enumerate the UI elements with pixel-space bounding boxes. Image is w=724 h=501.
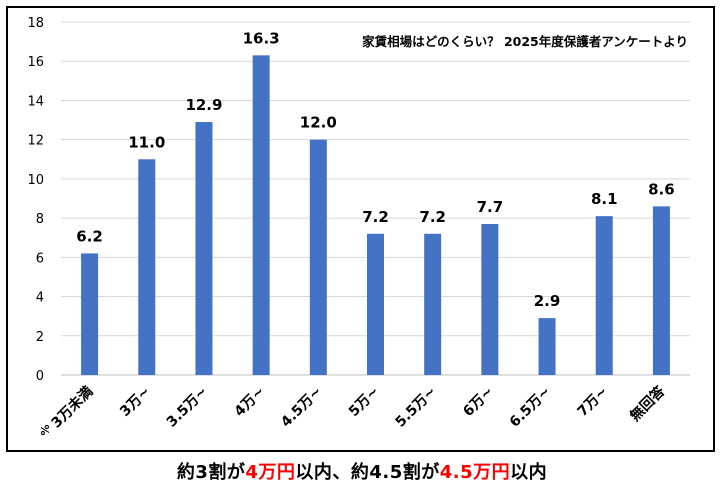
bar (252, 55, 270, 375)
summary-caption: 約3割が4万円以内、約4.5割が4.5万円以内 (0, 458, 724, 484)
x-tick-label: 3万未満 (48, 383, 97, 432)
x-tick-label: 無回答 (627, 382, 669, 424)
data-label: 12.0 (300, 114, 337, 132)
x-tick-label: 5.5万~ (392, 384, 439, 431)
caption-text-2: 以内、約4.5割が (295, 462, 440, 483)
x-tick-label: 4万~ (232, 384, 268, 420)
caption-text-3: 以内 (510, 462, 548, 483)
y-tick-label: 14 (27, 94, 44, 109)
data-label: 2.9 (534, 292, 561, 310)
bar (138, 159, 156, 375)
data-label: 7.2 (362, 208, 389, 226)
data-label: 8.1 (591, 190, 618, 208)
data-label: 8.6 (648, 180, 675, 198)
y-axis-ticks: 0 2 4 6 8 10 12 14 16 18 (27, 16, 44, 384)
data-labels: 6.2 11.0 12.9 16.3 12.0 7.2 7.2 7.7 2.9 8.1 8.6 (76, 29, 674, 310)
y-tick-label: 12 (27, 134, 44, 149)
caption-highlight-1: 4万円 (245, 462, 296, 483)
bar (481, 223, 499, 375)
y-tick-label: 4 (36, 291, 44, 306)
bar (81, 253, 99, 375)
bar (309, 139, 327, 375)
x-axis-ticks: 3万未満 3万~ 3.5万~ 4万~ 4.5万~ 5万~ 5.5万~ 6万~ 6.5万~ 7万~ 無… (48, 382, 669, 431)
bar-chart: 0 2 4 6 8 10 12 14 16 18 6.2 11.0 12.9 16.3 12.0 7.2 7.… (27, 16, 690, 436)
bar (195, 122, 213, 376)
x-tick-label: 3万~ (117, 384, 153, 420)
y-tick-label: 0 (36, 369, 44, 384)
bar (595, 216, 613, 375)
y-tick-label: 18 (27, 16, 44, 31)
chart-title: 家賃相場はどのくらい？ 2025年度保護者アンケートより (362, 34, 688, 49)
bar (367, 233, 384, 375)
data-label: 12.9 (185, 96, 222, 114)
y-axis-unit-label: % (39, 424, 52, 435)
y-tick-label: 8 (36, 212, 44, 227)
y-tick-label: 16 (27, 55, 44, 70)
x-tick-label: 3.5万~ (164, 384, 211, 431)
bar (652, 206, 670, 375)
x-tick-label: 6.5万~ (507, 384, 554, 431)
x-tick-label: 7万~ (575, 384, 611, 420)
y-tick-label: 2 (36, 330, 44, 345)
bar (538, 318, 556, 375)
caption-highlight-2: 4.5万円 (439, 462, 511, 483)
x-tick-label: 4.5万~ (278, 384, 325, 431)
gridlines (61, 21, 690, 376)
caption-text-1: 約3割が (176, 462, 246, 483)
data-label: 16.3 (243, 29, 280, 47)
y-tick-label: 6 (36, 251, 44, 266)
x-tick-label: 6万~ (460, 384, 496, 420)
bars (81, 55, 670, 376)
data-label: 7.2 (419, 208, 446, 226)
bar (424, 233, 442, 375)
data-label: 11.0 (128, 133, 165, 151)
data-label: 6.2 (76, 227, 103, 245)
data-label: 7.7 (477, 198, 504, 216)
y-tick-label: 10 (27, 173, 44, 188)
x-tick-label: 5万~ (346, 384, 382, 420)
